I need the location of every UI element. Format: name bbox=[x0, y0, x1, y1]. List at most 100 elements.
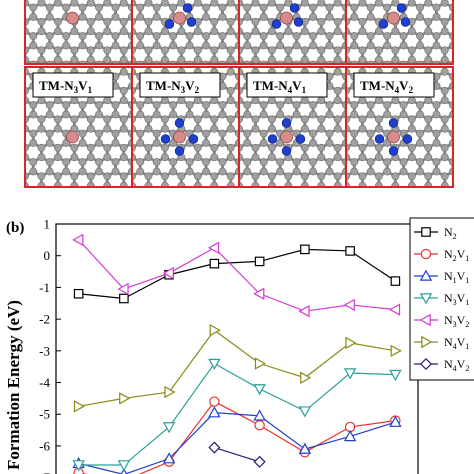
series-layer bbox=[72, 233, 402, 474]
nitrogen-atom bbox=[388, 146, 399, 156]
data-point bbox=[72, 460, 85, 472]
data-point bbox=[420, 248, 432, 260]
structure-cell: TM-N3V1 bbox=[24, 66, 133, 188]
structure-cell: TM-N4V1 bbox=[238, 66, 347, 188]
series-line bbox=[78, 400, 396, 474]
metal-atom bbox=[387, 130, 400, 144]
data-point bbox=[207, 241, 220, 255]
structure-label: TM-N4V2 bbox=[360, 78, 414, 95]
plot-frame bbox=[55, 223, 419, 474]
nitrogen-atom bbox=[281, 118, 292, 128]
data-point bbox=[343, 368, 357, 380]
series-n4v1 bbox=[73, 323, 402, 413]
data-point bbox=[208, 406, 221, 418]
data-point bbox=[117, 460, 131, 472]
data-point bbox=[390, 344, 402, 358]
metal-atom bbox=[66, 130, 79, 144]
data-point bbox=[209, 396, 220, 407]
metal-atom bbox=[387, 11, 400, 25]
y-tick-label: -5 bbox=[39, 407, 50, 422]
data-point bbox=[209, 323, 221, 337]
y-tick-label: 0 bbox=[44, 248, 51, 263]
structure-label: TM-N3V1 bbox=[39, 78, 93, 95]
nitrogen-atom bbox=[188, 134, 199, 144]
legend-label: N2 bbox=[444, 225, 457, 241]
data-point bbox=[345, 336, 357, 350]
data-point bbox=[208, 358, 221, 370]
structure-label-box bbox=[246, 72, 328, 98]
legend-label: N2V1 bbox=[444, 247, 469, 263]
nitrogen-atom bbox=[281, 146, 292, 156]
graphene-lattice bbox=[346, 0, 453, 64]
nitrogen-atom bbox=[295, 134, 306, 144]
legend-item: N4V2 bbox=[414, 357, 469, 373]
legend-label: N4V2 bbox=[444, 357, 469, 373]
nitrogen-atom bbox=[174, 118, 185, 128]
data-point bbox=[162, 452, 176, 464]
panel-b-label: (b) bbox=[6, 220, 24, 236]
data-point bbox=[343, 430, 357, 442]
nitrogen-atom bbox=[289, 3, 300, 13]
nitrogen-atom bbox=[396, 3, 407, 13]
nitrogen-atom bbox=[402, 134, 413, 144]
graphene-lattice bbox=[239, 0, 346, 64]
nitrogen-atom bbox=[293, 17, 304, 27]
series-line bbox=[78, 239, 396, 312]
data-point bbox=[298, 406, 312, 418]
nitrogen-atom bbox=[400, 17, 411, 27]
data-point bbox=[253, 409, 266, 421]
legend-label: N4V1 bbox=[444, 335, 469, 351]
series-line bbox=[78, 329, 396, 407]
data-point bbox=[119, 293, 129, 304]
nitrogen-atom bbox=[182, 3, 193, 13]
formation-energy-chart: 1 0 -1 -2 -3 -4 -5 -6 -7 Formation Energy (eV) N… bbox=[4, 217, 474, 474]
metal-atom bbox=[280, 130, 293, 144]
data-point bbox=[388, 303, 401, 316]
data-point bbox=[253, 384, 266, 396]
y-tick-label: -4 bbox=[39, 375, 50, 390]
y-tick-label: -2 bbox=[39, 312, 50, 327]
data-point bbox=[73, 288, 84, 299]
data-point bbox=[117, 282, 129, 296]
y-tick-label: -7 bbox=[39, 470, 50, 474]
nitrogen-atom bbox=[174, 146, 185, 156]
data-point bbox=[254, 357, 267, 370]
legend-item: N2 bbox=[414, 225, 457, 241]
nitrogen-atom bbox=[388, 118, 399, 128]
structure-frame bbox=[345, 66, 454, 188]
data-point bbox=[73, 400, 86, 413]
series-line bbox=[78, 248, 396, 300]
metal-atom bbox=[66, 11, 79, 25]
panel-a-structures: TM-N3V1 TM-N3V2 TM-N4V1 TM-N4V2 bbox=[24, 0, 454, 188]
series-n4v2 bbox=[208, 441, 266, 468]
nitrogen-atom bbox=[374, 134, 385, 144]
structure-label: TM-N4V1 bbox=[253, 78, 307, 95]
data-point bbox=[389, 415, 402, 427]
data-point bbox=[208, 441, 221, 454]
nitrogen-atom bbox=[160, 134, 171, 144]
series-n3v1 bbox=[72, 358, 402, 472]
legend-item: N4V1 bbox=[414, 335, 469, 351]
nitrogen-atom bbox=[164, 19, 175, 29]
legend-box bbox=[409, 217, 474, 381]
data-point bbox=[72, 233, 84, 247]
y-tick-label: -3 bbox=[39, 343, 50, 358]
y-tick-label: -6 bbox=[39, 438, 50, 453]
structure-cell bbox=[24, 0, 133, 65]
legend-item: N2V1 bbox=[414, 247, 469, 263]
data-point bbox=[164, 385, 176, 399]
structure-cell bbox=[238, 0, 347, 65]
legend-item: N1V1 bbox=[414, 269, 469, 285]
data-point bbox=[298, 304, 310, 318]
nitrogen-atom bbox=[267, 134, 278, 144]
legend-item: N3V1 bbox=[414, 291, 469, 307]
data-point bbox=[254, 256, 265, 267]
data-point bbox=[300, 244, 310, 255]
structure-frame bbox=[345, 0, 454, 65]
data-point bbox=[300, 371, 312, 385]
series-n2 bbox=[73, 244, 401, 304]
legend-label: N3V1 bbox=[444, 291, 469, 307]
data-point bbox=[421, 335, 433, 349]
nitrogen-atom bbox=[186, 17, 197, 27]
data-point bbox=[390, 276, 401, 286]
